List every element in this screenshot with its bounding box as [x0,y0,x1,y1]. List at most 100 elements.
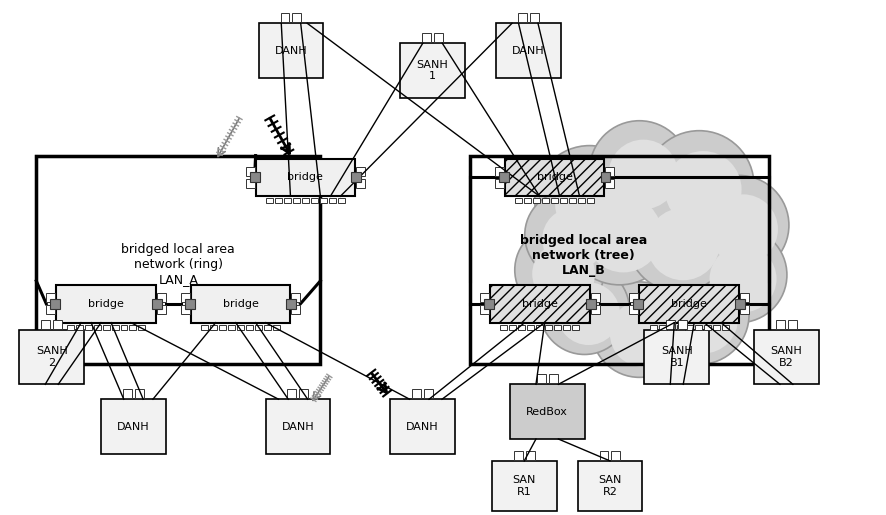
Bar [500,324,507,330]
Circle shape [707,194,777,264]
Text: bridged local area
network (tree)
LAN_B: bridged local area network (tree) LAN_B [519,234,647,277]
Text: SAN
R1: SAN R1 [512,475,535,496]
Circle shape [585,196,661,272]
Bar [120,324,128,330]
Bar [265,399,330,454]
Text: SANH
B1: SANH B1 [660,346,692,368]
Text: bridge: bridge [536,173,572,182]
Bar [529,13,538,22]
Bar [787,320,796,329]
Bar [123,389,132,398]
Bar [157,305,166,314]
Bar [75,324,82,330]
Text: SANH
1: SANH 1 [416,60,448,81]
Bar [753,330,818,384]
Text: DANH: DANH [275,46,307,56]
Bar [424,389,432,398]
Bar [524,198,531,203]
Text: bridge: bridge [222,299,259,309]
Bar [721,324,727,330]
Bar [694,324,701,330]
Circle shape [539,265,629,354]
Bar [676,324,683,330]
Bar [548,374,557,383]
Bar [53,320,62,329]
Bar [515,198,522,203]
Bar [495,23,560,78]
Bar [138,324,145,330]
Circle shape [534,146,643,255]
Bar [219,324,226,330]
Bar [587,198,594,203]
Circle shape [646,208,719,280]
Bar [237,324,244,330]
Bar [284,198,291,203]
Text: DANH: DANH [282,422,314,432]
Circle shape [667,284,737,353]
Bar [658,324,665,330]
Bar [228,324,235,330]
Circle shape [690,227,786,322]
Bar [286,299,296,308]
Text: bridge: bridge [287,173,323,182]
Bar [554,324,561,330]
Bar [311,198,317,203]
Bar [46,294,55,302]
Bar [536,374,545,383]
Bar [264,324,271,330]
Bar [605,179,614,188]
Bar [739,305,748,314]
Bar [390,399,455,454]
Text: DANH: DANH [117,422,150,432]
Text: SANH
2: SANH 2 [35,346,67,368]
Circle shape [688,176,788,275]
Bar [526,324,533,330]
Bar [51,299,60,308]
Bar [329,198,336,203]
Bar [356,167,365,176]
Bar [484,299,494,308]
Bar [422,33,431,42]
Bar [184,299,195,308]
Bar [36,156,320,365]
Bar [685,324,692,330]
Bar [103,324,110,330]
Circle shape [626,188,730,292]
Circle shape [610,300,676,367]
Bar [578,198,585,203]
Bar [338,198,345,203]
Circle shape [643,131,753,240]
Bar [494,167,503,176]
Bar [245,324,253,330]
Bar [559,198,566,203]
Bar [433,33,442,42]
Bar [245,179,254,188]
Bar [245,167,254,176]
Bar [577,461,641,511]
Bar [585,299,595,308]
Text: bridge: bridge [671,299,706,309]
Bar [633,299,642,308]
Bar [157,294,166,302]
Bar [492,461,556,511]
Circle shape [591,282,687,377]
Bar [590,294,599,302]
Circle shape [514,225,604,315]
Text: SAN
R2: SAN R2 [598,475,621,496]
Bar [181,305,190,314]
Bar [479,305,488,314]
Bar [292,13,301,22]
Bar [599,451,608,460]
Text: SANH
B2: SANH B2 [770,346,802,368]
Bar [479,294,488,302]
Bar [605,167,614,176]
Bar [259,23,323,78]
Bar [494,179,503,188]
Bar [112,324,119,330]
Bar [545,324,552,330]
Text: bridge: bridge [88,299,124,309]
Bar [287,389,296,398]
Bar [509,384,584,439]
Bar [291,294,300,302]
Bar [734,299,744,308]
